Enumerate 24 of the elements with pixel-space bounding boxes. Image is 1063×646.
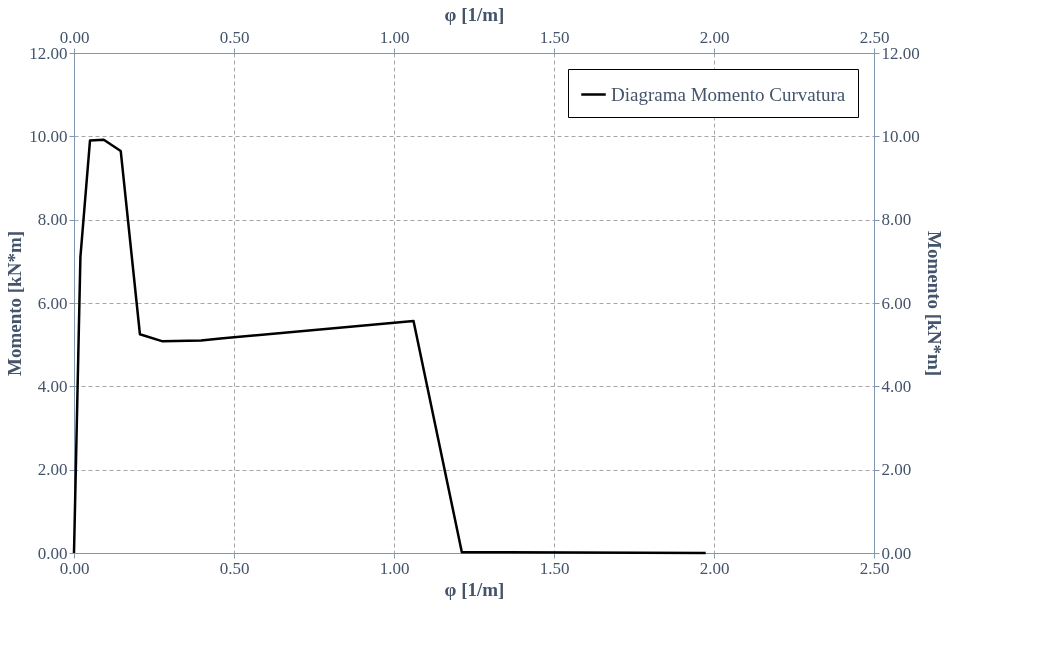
x2-tick-label: 1.50 [539,27,570,47]
line-series [72,138,707,555]
y2-tick-label: 10.00 [881,126,920,146]
y2-tick-label: 6.00 [881,293,912,313]
y-tick-label: 10.00 [29,126,68,146]
x-tick-label: 1.50 [539,558,570,578]
y-tick-label: 4.00 [37,376,68,396]
y-tick-label: 6.00 [37,293,68,313]
y2-tick-label: 4.00 [881,376,912,396]
x2-tick-label: 0.50 [219,27,250,47]
y-tick-label: 8.00 [37,210,68,230]
x2-tick-label: 2.00 [699,27,730,47]
legend-label: Diagrama Momento Curvatura [611,83,846,105]
y2-axis-title: Momento [kN*m] [923,230,945,377]
x-axis-title: φ [1/m] [444,578,505,600]
x-tick-label: 2.00 [699,558,730,578]
x2-tick-label: 1.00 [379,27,410,47]
y-tick-label: 2.00 [37,460,68,480]
y2-tick-label: 2.00 [881,460,912,480]
y2-tick-label: 8.00 [881,210,912,230]
x-tick-label: 1.00 [379,558,410,578]
x-tick-label: 0.50 [219,558,250,578]
x2-axis-title: φ [1/m] [444,3,505,25]
y-axis-title: Momento [kN*m] [4,230,26,377]
